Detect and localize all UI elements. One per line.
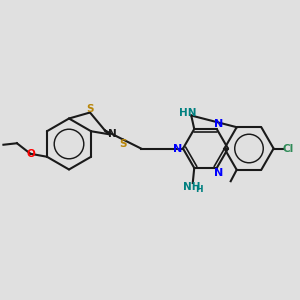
Text: N: N: [173, 143, 182, 154]
Text: N: N: [214, 168, 223, 178]
Text: H: H: [196, 185, 203, 194]
Text: S: S: [86, 104, 94, 115]
Text: N: N: [108, 129, 117, 139]
Text: S: S: [119, 139, 127, 149]
Text: O: O: [26, 149, 35, 159]
Text: HN: HN: [179, 107, 196, 118]
Text: Cl: Cl: [282, 143, 293, 154]
Text: N: N: [214, 118, 223, 129]
Text: NH: NH: [182, 182, 200, 192]
